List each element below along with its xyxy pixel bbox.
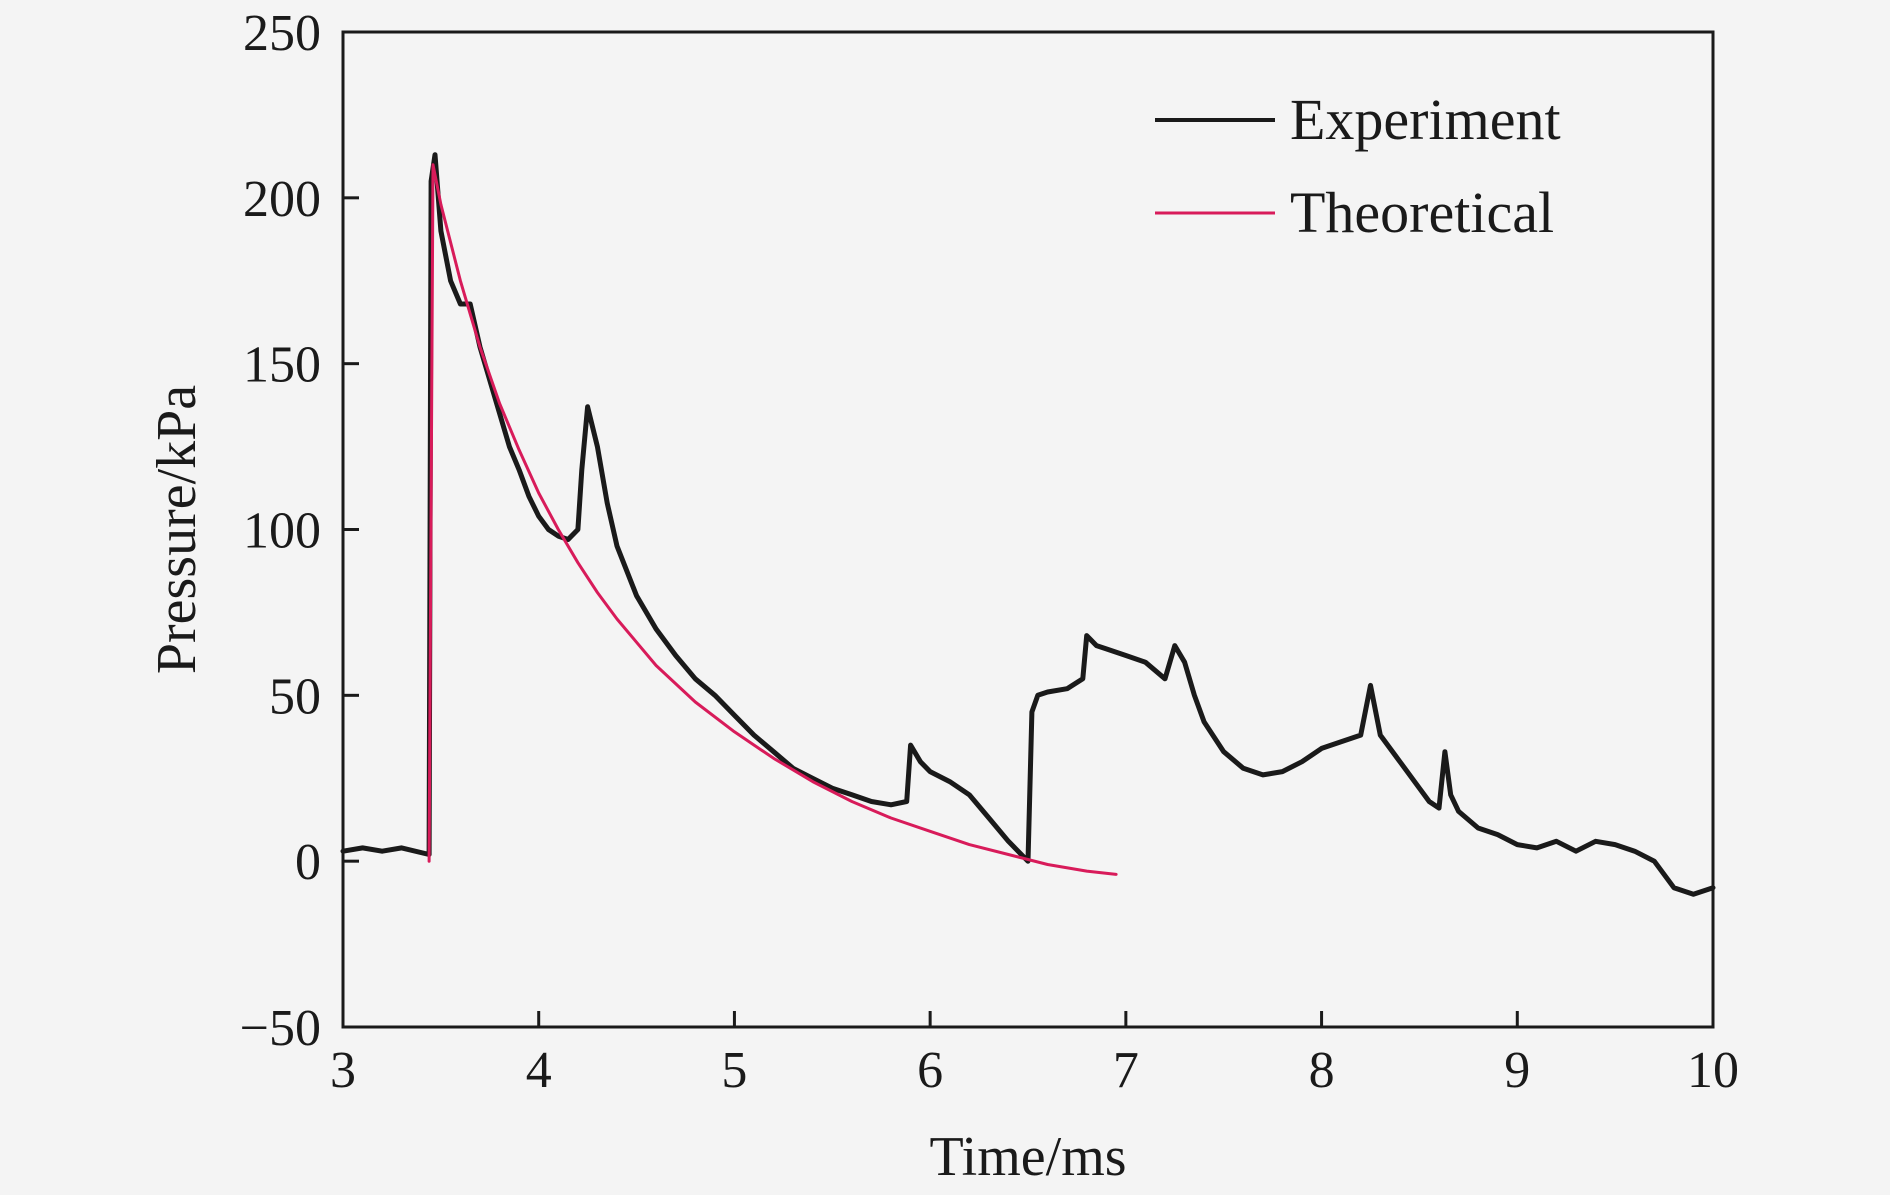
series-line-1 — [340, 152, 1716, 897]
legend-label-2: Theoretical — [1290, 180, 1554, 245]
x-tick-label: 10 — [1687, 1042, 1739, 1099]
y-tick-label: 200 — [243, 171, 321, 228]
y-tick-label: 250 — [243, 5, 321, 62]
axes: 3 4 5 6 7 8 9 10 −50 0 50 100 150 200 250 Time/ms Pressu… — [146, 5, 1739, 1188]
y-tick-label: −50 — [240, 1000, 321, 1057]
y-tick-label: 0 — [295, 834, 321, 891]
x-tick-label: 6 — [917, 1042, 943, 1099]
x-tick-label: 5 — [721, 1042, 747, 1099]
x-tick-label: 8 — [1309, 1042, 1335, 1099]
x-tick-label: 7 — [1113, 1042, 1139, 1099]
x-axis-title: Time/ms — [929, 1126, 1126, 1188]
legend: Experiment Theoretical — [1155, 87, 1561, 245]
y-axis-title: Pressure/kPa — [146, 385, 208, 674]
y-tick-label: 100 — [243, 503, 321, 560]
series-line-2 — [427, 163, 1118, 876]
y-tick-label: 150 — [243, 337, 321, 394]
y-tick-label: 50 — [269, 668, 321, 725]
legend-label-1: Experiment — [1290, 87, 1561, 152]
x-tick-label: 4 — [526, 1042, 552, 1099]
x-tick-label: 3 — [330, 1042, 356, 1099]
x-tick-label: 9 — [1504, 1042, 1530, 1099]
plot-lines — [340, 152, 1716, 897]
